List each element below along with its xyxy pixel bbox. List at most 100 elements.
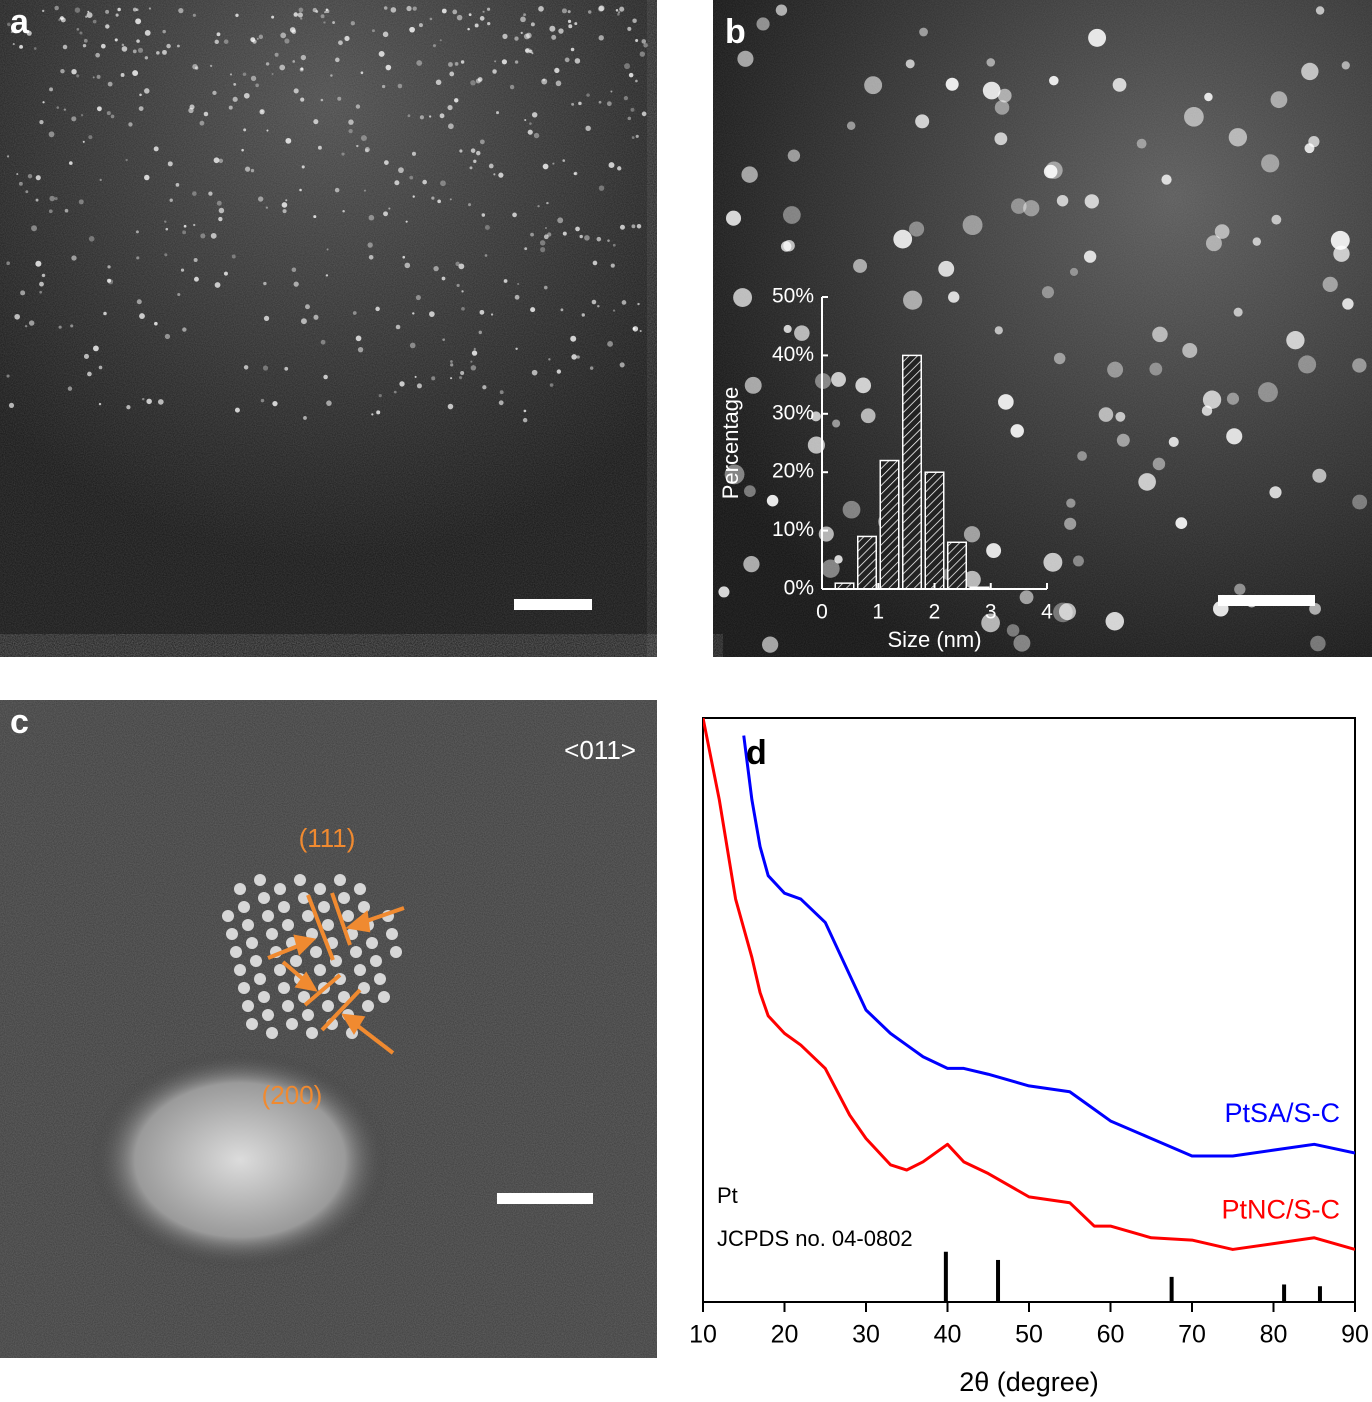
atom: [543, 234, 549, 240]
atom: [439, 113, 445, 119]
atom: [620, 224, 625, 230]
atom: [82, 43, 87, 48]
atom: [530, 307, 536, 313]
y-tick-label: 0%: [784, 577, 814, 600]
particle: [1006, 624, 1020, 637]
atom: [193, 223, 196, 227]
particle: [893, 229, 913, 249]
atom: [636, 224, 642, 229]
atom: [363, 189, 367, 192]
atom: [87, 371, 92, 377]
particle: [945, 77, 959, 91]
atom: [95, 52, 100, 58]
atom: [194, 276, 199, 282]
atom: [514, 294, 520, 300]
atom: [300, 17, 303, 20]
atom: [610, 263, 615, 268]
particle: [761, 636, 779, 653]
atom-column: [370, 955, 382, 967]
atom: [98, 365, 103, 370]
atom: [313, 215, 317, 219]
histogram: 0% 10% 20% 30% 40% 50% 0 1 2 3 4 Size (nm) Percentag…: [718, 285, 1053, 652]
atom-column: [302, 1009, 314, 1021]
atom: [356, 144, 359, 148]
atom: [352, 311, 357, 315]
atom-column: [234, 964, 246, 976]
atom: [135, 18, 142, 25]
atom: [42, 9, 45, 13]
atom: [326, 400, 332, 406]
particle: [1043, 164, 1058, 179]
atom: [375, 306, 380, 312]
atom: [412, 6, 417, 11]
atom: [92, 76, 95, 79]
atom: [106, 111, 111, 116]
atom: [177, 292, 181, 297]
x-axis-label: Size (nm): [887, 627, 981, 652]
atom: [213, 157, 220, 164]
atom: [414, 375, 417, 378]
particle: [997, 88, 1012, 103]
atom: [325, 274, 329, 277]
atom: [298, 7, 304, 13]
atom: [383, 211, 388, 217]
atom: [496, 111, 500, 115]
atom: [399, 381, 405, 387]
atom: [54, 5, 59, 11]
atom: [274, 52, 279, 57]
atom: [517, 282, 520, 286]
atom: [355, 104, 361, 109]
atom: [35, 260, 42, 267]
atom: [411, 151, 416, 156]
atom: [415, 294, 421, 301]
particle: [1228, 128, 1248, 147]
atom: [27, 173, 33, 179]
atom: [8, 402, 15, 408]
scale-bar: [1218, 595, 1315, 606]
atom: [334, 187, 340, 193]
atom: [598, 35, 604, 41]
atom: [320, 98, 324, 102]
atom: [342, 209, 345, 213]
atom: [557, 217, 564, 224]
particle: [733, 288, 753, 307]
atom: [384, 160, 389, 165]
atom: [555, 80, 562, 87]
atom: [432, 44, 437, 48]
particle: [1058, 603, 1076, 621]
atom: [454, 62, 459, 66]
atom: [107, 265, 111, 269]
atom: [524, 247, 528, 251]
x-tick-label: 70: [1178, 1321, 1206, 1349]
atom: [182, 327, 187, 332]
atom: [631, 136, 635, 139]
atom: [454, 98, 459, 103]
atom: [484, 224, 490, 230]
particle: [986, 58, 996, 67]
scale-bar: [514, 599, 592, 610]
atom: [136, 39, 140, 43]
atom: [297, 12, 303, 18]
atom: [335, 57, 340, 63]
atom: [381, 84, 386, 89]
atom: [409, 175, 414, 180]
atom: [615, 9, 619, 12]
atom: [263, 281, 267, 286]
atom-column: [378, 991, 390, 1003]
atom: [41, 273, 46, 278]
atom: [148, 7, 152, 10]
scale-bar: [497, 1193, 593, 1204]
atom: [182, 230, 187, 235]
atom: [447, 403, 454, 410]
atom: [233, 82, 237, 86]
atom: [617, 12, 620, 16]
atom: [162, 49, 167, 55]
series-line: [703, 718, 1355, 1251]
atom: [458, 263, 465, 270]
atom: [250, 75, 257, 82]
atom: [623, 96, 629, 101]
atom: [404, 262, 411, 269]
atom: [338, 40, 343, 46]
atom: [164, 253, 168, 257]
atom: [368, 214, 375, 221]
